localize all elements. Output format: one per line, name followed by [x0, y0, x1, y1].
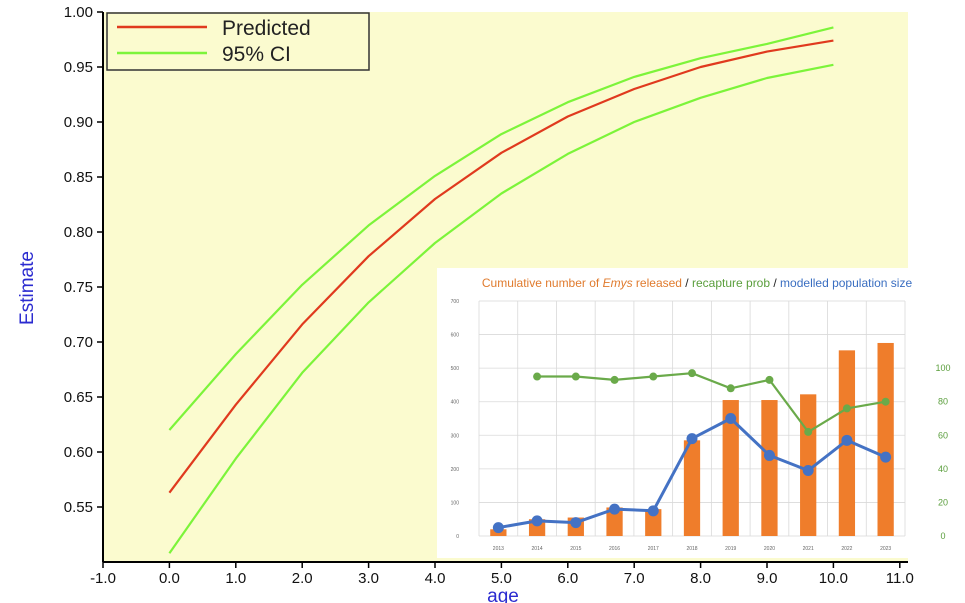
x-tick-label: 11.0 [886, 570, 914, 587]
inset-point-population [763, 449, 775, 461]
x-tick-label: 3.0 [358, 570, 379, 587]
inset-bar-released [761, 400, 778, 536]
x-tick-label: 4.0 [425, 570, 446, 587]
inset-title-population: modelled population size [780, 276, 913, 290]
y-tick-label: 0.90 [64, 114, 93, 131]
inset-point-recapture [804, 427, 813, 436]
inset-left-tick-label: 500 [451, 366, 460, 372]
inset-point-population [531, 515, 543, 527]
inset-left-tick-label: 100 [451, 500, 460, 506]
ci-line [168, 63, 834, 554]
y-tick-label: 0.85 [64, 169, 93, 186]
y-tick-label: 0.70 [64, 334, 93, 351]
inset-right-tick-label: 80 [938, 397, 948, 407]
y-tick-label: 0.55 [64, 499, 93, 516]
inset-point-population [609, 503, 621, 515]
inset-title-sep2: / [770, 276, 781, 290]
y-tick-label: 0.75 [64, 279, 93, 296]
inset-x-tick-label: 2015 [570, 546, 581, 552]
y-tick-label: 1.00 [64, 4, 93, 21]
inset-left-tick-label: 200 [451, 467, 460, 473]
inset-bar-released [606, 507, 623, 536]
inset-left-tick-label: 400 [451, 400, 460, 406]
legend-label-predicted: Predicted [222, 17, 311, 40]
inset-x-tick-label: 2017 [648, 546, 659, 552]
inset-bar-released [877, 342, 894, 536]
inset-point-population [725, 413, 737, 424]
inset-point-recapture [765, 375, 774, 384]
inset-title: Cumulative number of Emys released / rec… [437, 276, 957, 290]
y-tick-label: 0.95 [64, 59, 93, 76]
inset-point-population [841, 434, 853, 446]
inset-point-population [880, 451, 892, 463]
inset-bar-released [645, 509, 662, 536]
x-tick-label: 2.0 [292, 570, 313, 587]
inset-title-recapture: recapture prob [691, 276, 771, 290]
legend: Predicted 95% CI [106, 12, 370, 71]
inset-x-tick-label: 2014 [532, 546, 543, 552]
inset-right-tick-label: 100 [935, 363, 950, 373]
inset-x-tick-label: 2020 [764, 546, 775, 552]
inset-point-population [802, 465, 814, 477]
inset-right-tick-label: 60 [938, 430, 948, 440]
inset-chart: Cumulative number of Emys released / rec… [437, 268, 957, 558]
inset-bar-released [722, 400, 739, 536]
inset-left-tick-label: 300 [451, 433, 460, 439]
inset-x-tick-label: 2016 [609, 546, 620, 552]
inset-left-tick-label: 700 [451, 299, 460, 305]
predicted-line [168, 39, 834, 494]
inset-point-population [570, 517, 582, 529]
inset-point-recapture [533, 372, 542, 381]
inset-point-recapture [610, 375, 619, 384]
inset-point-recapture [842, 404, 851, 413]
y-tick-label: 0.80 [64, 224, 93, 241]
x-tick-label: 6.0 [557, 570, 578, 587]
inset-x-tick-label: 2021 [803, 546, 814, 552]
x-tick-label: 5.0 [491, 570, 512, 587]
inset-point-population [492, 522, 504, 534]
x-tick-label: 9.0 [757, 570, 778, 587]
inset-line-recapture [537, 372, 886, 433]
inset-point-recapture [649, 372, 658, 381]
x-tick-label: 7.0 [624, 570, 645, 587]
x-tick-label: 0.0 [159, 570, 180, 587]
y-axis-label: Estimate [17, 251, 38, 325]
inset-point-recapture [688, 369, 696, 378]
x-tick-label: -1.0 [90, 570, 116, 587]
legend-box [106, 12, 370, 71]
inset-title-sep1: / [681, 276, 692, 290]
inset-bar-released [683, 440, 701, 536]
inset-point-population [686, 433, 698, 445]
inset-x-tick-label: 2023 [880, 546, 891, 552]
inset-left-tick-label: 0 [456, 534, 459, 540]
inset-right-tick-label: 20 [938, 497, 948, 507]
inset-right-tick-label: 0 [940, 531, 945, 541]
x-axis-label: age [487, 586, 519, 603]
inset-x-tick-label: 2018 [686, 546, 697, 552]
x-tick-label: 10.0 [819, 570, 848, 587]
inset-title-part3: released [632, 276, 682, 290]
inset-x-tick-label: 2022 [841, 546, 852, 552]
inset-point-recapture [726, 384, 735, 393]
ci-line [168, 26, 834, 431]
y-tick-label: 0.60 [64, 444, 93, 461]
y-tick-label: 0.65 [64, 389, 93, 406]
inset-x-tick-label: 2013 [493, 546, 504, 552]
inset-plot: 0 100 200 300 400 500 600 700 0 20 40 60 80 100 2013 20… [451, 299, 951, 552]
inset-left-tick-label: 600 [451, 333, 460, 339]
x-tick-label: 1.0 [225, 570, 246, 587]
inset-point-recapture [571, 372, 580, 381]
inset-title-emys: Emys [602, 276, 633, 290]
inset-point-recapture [881, 397, 890, 406]
inset-x-tick-label: 2019 [725, 546, 736, 552]
inset-right-tick-label: 40 [938, 464, 948, 474]
inset-point-population [647, 505, 659, 517]
legend-label-ci: 95% CI [222, 43, 291, 66]
inset-title-part1: Cumulative number of [481, 276, 603, 290]
x-tick-label: 8.0 [690, 570, 711, 587]
